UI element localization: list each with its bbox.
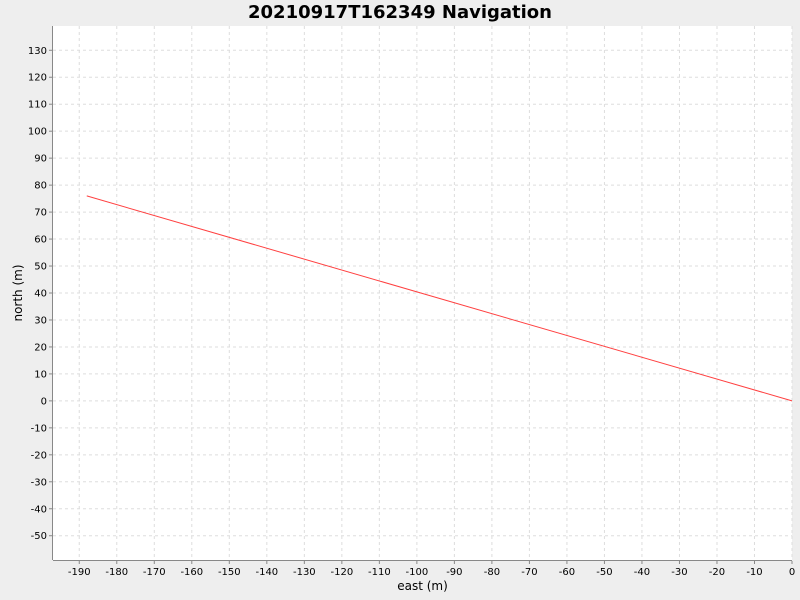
- y-tick-label: 50: [34, 262, 47, 273]
- y-tick-label: 40: [34, 289, 47, 300]
- x-tick-label: -60: [559, 567, 575, 578]
- y-tick-label: -10: [31, 423, 47, 434]
- y-tick-label: 10: [34, 369, 47, 380]
- y-tick-label: 110: [28, 100, 47, 111]
- x-tick-label: -40: [634, 567, 650, 578]
- x-tick-label: -30: [671, 567, 687, 578]
- x-tick-label: -20: [709, 567, 725, 578]
- y-tick-label: 30: [34, 315, 47, 326]
- x-axis-label: east (m): [397, 579, 448, 593]
- x-tick-label: -10: [746, 567, 762, 578]
- x-tick-label: -190: [68, 567, 91, 578]
- y-tick-label: 60: [34, 235, 47, 246]
- x-tick-label: -50: [596, 567, 612, 578]
- y-tick-label: -20: [31, 450, 47, 461]
- y-tick-label: 80: [34, 181, 47, 192]
- x-tick-label: -150: [218, 567, 241, 578]
- y-tick-label: 90: [34, 154, 47, 165]
- y-tick-label: 0: [41, 396, 47, 407]
- x-tick-label: -170: [143, 567, 166, 578]
- chart-title: 20210917T162349 Navigation: [248, 2, 552, 23]
- y-tick-label: 120: [28, 73, 47, 84]
- x-tick-label: -70: [521, 567, 537, 578]
- series-layer: [86, 195, 793, 402]
- x-tick-label: -140: [255, 567, 278, 578]
- y-tick-label: 70: [34, 208, 47, 219]
- y-axis-label: north (m): [11, 264, 25, 321]
- y-tick-label: 20: [34, 342, 47, 353]
- y-tick-label: -40: [31, 504, 47, 515]
- x-tick-label: -180: [105, 567, 128, 578]
- axes: -190 -180 -170 -160 -150 -140 -130 -120 -110 -100…: [28, 26, 795, 578]
- x-tick-label: -160: [180, 567, 203, 578]
- x-tick-label: -130: [293, 567, 316, 578]
- y-tick-label: 130: [28, 46, 47, 57]
- x-tick-label: -90: [446, 567, 462, 578]
- series-line: [86, 195, 793, 402]
- x-tick-label: -100: [406, 567, 429, 578]
- x-tick-label: -80: [484, 567, 500, 578]
- y-tick-label: 100: [28, 127, 47, 138]
- x-tick-label: 0: [789, 567, 795, 578]
- grid-lines: [53, 26, 793, 560]
- x-tick-label: -110: [368, 567, 391, 578]
- y-tick-label: -50: [31, 531, 47, 542]
- x-tick-label: -120: [330, 567, 353, 578]
- y-tick-label: -30: [31, 477, 47, 488]
